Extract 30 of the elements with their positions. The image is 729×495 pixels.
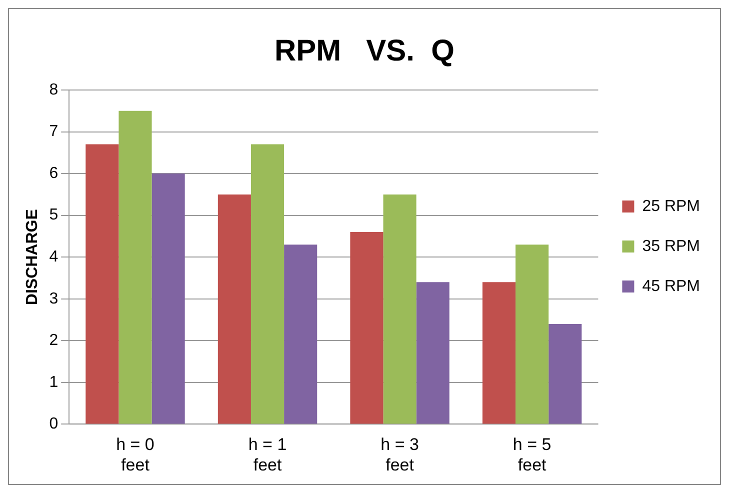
y-axis-title: DISCHARGE [24,208,42,306]
bar [516,244,549,424]
legend-label: 45 RPM [642,278,700,295]
legend-label: 25 RPM [642,198,700,215]
x-tick-label: h = 1 feet [248,435,287,474]
bar [383,194,416,424]
legend-label: 35 RPM [642,238,700,255]
y-tick-label: 3 [49,290,58,308]
x-tick-label: h = 3 feet [380,435,419,474]
bar [482,282,516,424]
y-tick-label: 5 [49,206,58,224]
x-tick-label: h = 0 feet [116,435,154,474]
y-tick-label: 1 [49,374,58,391]
bar [152,174,185,424]
y-tick-label: 8 [49,81,58,98]
bar [416,282,450,424]
bar [284,244,318,424]
bar [86,144,119,424]
bar [218,194,251,424]
bar [250,144,284,424]
chart-title: RPM VS. Q [274,34,455,68]
bar [548,324,582,424]
y-tick-label: 2 [49,332,58,350]
y-tick-label: 4 [49,248,58,266]
bar [118,110,152,424]
bar [350,232,384,424]
y-tick-label: 0 [49,416,58,433]
x-tick-label: h = 5 feet [512,435,552,474]
y-tick-label: 7 [49,123,58,140]
y-tick-label: 6 [49,164,58,182]
